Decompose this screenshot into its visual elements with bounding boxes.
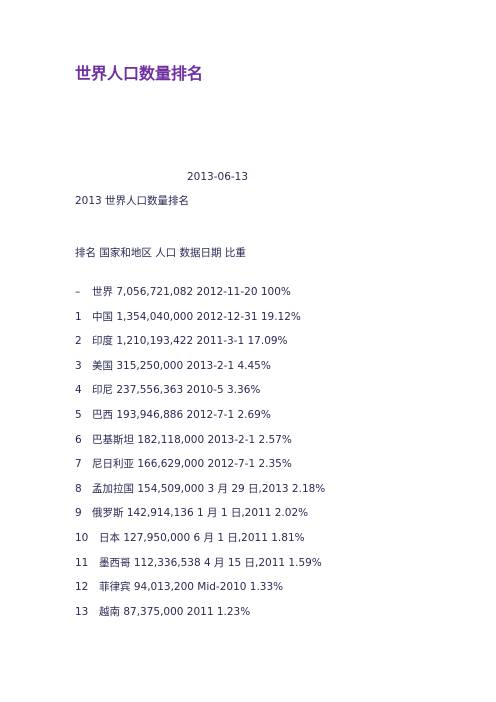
rank: 5 [75,409,82,421]
row: 12 菲律宾 94,013,200 Mid-2010 1.33% [75,580,283,594]
row: – 世界 7,056,721,082 2012-11-20 100% [75,285,291,299]
row-text: 印度 1,210,193,422 2011-3-1 17.09% [92,335,288,348]
rank: 4 [75,384,82,397]
row: 10 日本 127,950,000 6 月 1 日,2011 1.81% [75,531,305,545]
doc-subtitle: 2013 世界人口数量排名 [75,195,190,207]
row-text: 印尼 237,556,363 2010-5 3.36% [92,384,261,397]
row-text: 越南 87,375,000 2011 1.23% [99,605,251,618]
row-text: 美国 315,250,000 2013-2-1 4.45% [92,359,271,372]
rank: 9 [75,507,82,520]
rank: – [75,286,81,298]
row: 6 巴基斯坦 182,118,000 2013-2-1 2.57% [75,433,292,447]
row-text: 巴基斯坦 182,118,000 2013-2-1 2.57% [92,433,292,446]
rank: 13 [75,605,89,618]
row: 4 印尼 237,556,363 2010-5 3.36% [75,383,260,397]
row: 11 墨西哥 112,336,538 4 月 15 日,2011 1.59% [75,556,322,570]
rank: 10 [75,532,89,544]
row: 5 巴西 193,946,886 2012-7-1 2.69% [75,408,271,422]
row-text: 尼日利亚 166,629,000 2012-7-1 2.35% [92,458,292,471]
rank: 3 [75,359,82,372]
row: 13 越南 87,375,000 2011 1.23% [75,605,250,619]
row: 2 印度 1,210,193,422 2011-3-1 17.09% [75,334,288,348]
rank: 6 [75,433,82,446]
row-text: 巴西 193,946,886 2012-7-1 2.69% [92,409,271,421]
rank: 1 [75,310,82,323]
row-text: 菲律宾 94,013,200 Mid-2010 1.33% [99,581,284,594]
rank: 8 [75,482,82,495]
table-header: 排名 国家和地区 人口 数据日期 比重 [75,247,246,259]
rank: 2 [75,335,82,348]
row: 7 尼日利亚 166,629,000 2012-7-1 2.35% [75,457,292,471]
row-text: 日本 127,950,000 6 月 1 日,2011 1.81% [99,532,305,544]
doc-title: 世界人口数量排名 [75,64,204,83]
rank: 11 [75,556,89,569]
doc-date: 2013-06-13 [187,171,249,183]
row-text: 世界 7,056,721,082 2012-11-20 100% [92,286,291,298]
row-text: 中国 1,354,040,000 2012-12-31 19.12% [92,310,301,323]
row-text: 墨西哥 112,336,538 4 月 15 日,2011 1.59% [99,556,322,569]
row: 9 俄罗斯 142,914,136 1 月 1 日,2011 2.02% [75,506,308,520]
row: 8 孟加拉国 154,509,000 3 月 29 日,2013 2.18% [75,482,325,496]
rank: 12 [75,581,89,594]
rank: 7 [75,458,82,471]
row-text: 孟加拉国 154,509,000 3 月 29 日,2013 2.18% [92,482,326,495]
row: 1 中国 1,354,040,000 2012-12-31 19.12% [75,310,301,324]
row: 3 美国 315,250,000 2013-2-1 4.45% [75,359,271,373]
row-text: 俄罗斯 142,914,136 1 月 1 日,2011 2.02% [92,507,309,520]
